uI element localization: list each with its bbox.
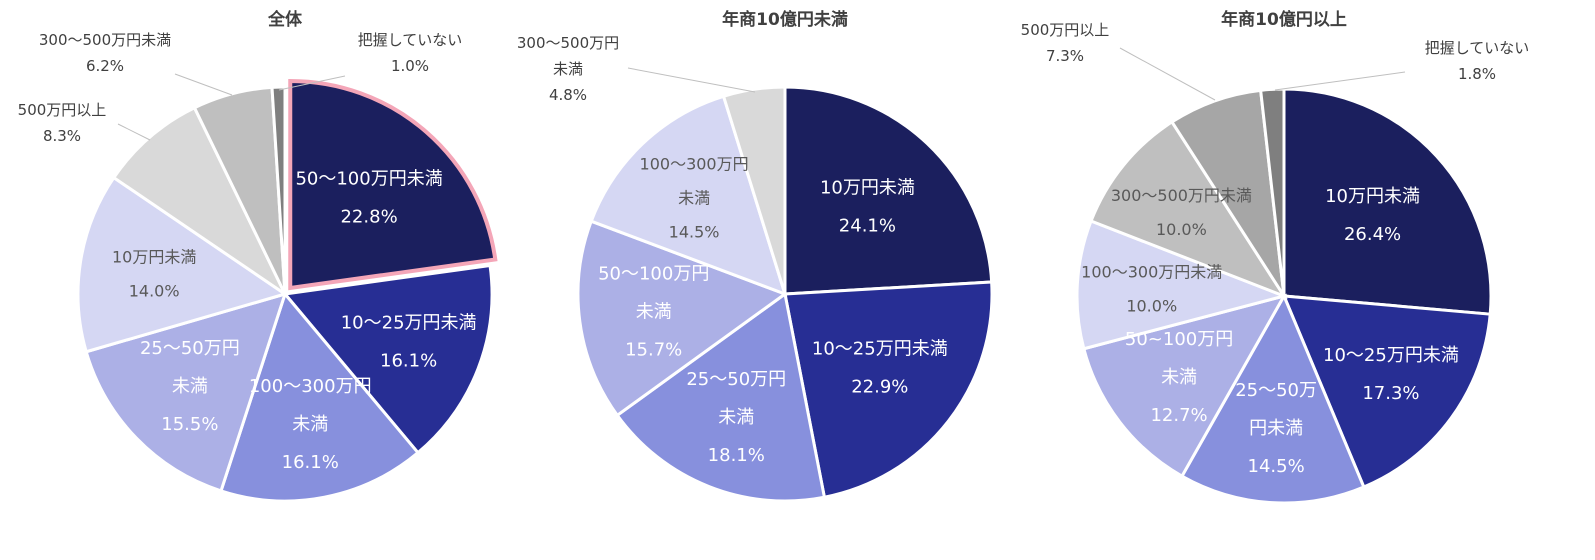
slice-category-label: 未満 [678, 189, 710, 208]
slice-category-label: 100～300万円 [640, 155, 749, 174]
slice-category-label: 把握していない [358, 31, 463, 49]
slice-percent-label: 8.3% [43, 127, 81, 145]
slice-category-label: 未満 [1161, 367, 1197, 388]
pie-slice [1281, 294, 1492, 489]
pie-slice [84, 291, 288, 493]
slice-percent-label: 6.2% [86, 57, 124, 75]
pie-slice [1081, 293, 1288, 479]
pie-slice [270, 85, 287, 295]
slice-category-label: 300～500万円 [517, 34, 619, 52]
slice-percent-label: 16.1% [380, 351, 437, 372]
slice-percent-label: 14.5% [1248, 456, 1305, 477]
pie-slice [1179, 292, 1366, 505]
slice-category-label: 10～25万円未満 [341, 313, 477, 334]
slice-category-label: 50～100万円 [598, 264, 709, 285]
slice-category-label: 把握していない [1425, 39, 1530, 57]
pie-slice [111, 105, 289, 299]
slice-category-label: 500万円以上 [1021, 21, 1110, 39]
pie-chart-over-1b: 年商10億円以上 10万円未満 26.4% 10～25万円未満 17.3% 25～50万… [1021, 9, 1530, 505]
leader-line [174, 73, 233, 96]
pie-slice [1075, 219, 1289, 351]
slice-percent-label: 1.8% [1458, 65, 1496, 83]
slice-category-label: 10万円未満 [112, 247, 196, 266]
leader-line [1274, 71, 1406, 91]
pie-slice [615, 291, 827, 503]
chart-title: 全体 [267, 9, 303, 30]
slice-percent-label: 4.8% [549, 86, 587, 104]
pie-slice [76, 175, 289, 354]
pie-slice [589, 94, 788, 297]
leader-line [627, 67, 756, 93]
slice-percent-label: 24.1% [839, 216, 896, 237]
slice-category-label: 未満 [636, 302, 672, 323]
slice-percent-label: 10.0% [1156, 220, 1207, 239]
pie-slice [1282, 87, 1493, 316]
slice-percent-label: 14.0% [129, 281, 180, 300]
slice-category-label: 50~100万円 [1125, 329, 1233, 350]
slice-category-label: 未満 [172, 376, 208, 397]
pie-slice [783, 85, 994, 296]
slice-percent-label: 16.1% [282, 452, 339, 473]
slice-category-label: 25～50万 [1235, 380, 1317, 401]
pie-slice [576, 219, 789, 418]
slice-percent-label: 14.5% [669, 223, 720, 242]
slice-category-label: 25～50万円 [686, 369, 786, 390]
slice-category-label: 300～500万円未満 [1111, 186, 1252, 205]
chart-title: 年商10億円以上 [1221, 9, 1347, 30]
slice-percent-label: 7.3% [1046, 47, 1084, 65]
slice-category-label: 50～100万円未満 [295, 168, 442, 189]
pie-slice [1089, 119, 1288, 300]
chart-title: 年商10億円未満 [722, 9, 848, 30]
slice-category-label: 25～50万円 [140, 338, 240, 359]
pie-slice [282, 263, 494, 455]
slice-percent-label: 22.9% [851, 377, 908, 398]
leader-line [117, 123, 151, 141]
pie-slice [288, 78, 498, 291]
slice-percent-label: 15.7% [625, 340, 682, 361]
pie-slice [721, 85, 787, 295]
slice-category-label: 未満 [718, 407, 754, 428]
slice-percent-label: 22.8% [340, 206, 397, 227]
slice-percent-label: 10.0% [1126, 297, 1177, 316]
slice-category-label: 10万円未満 [820, 178, 915, 199]
slice-percent-label: 1.0% [391, 57, 429, 75]
slice-category-label: 100～300万円 [249, 376, 372, 397]
slice-percent-label: 18.1% [708, 445, 765, 466]
pie-chart-overall: 全体 50～100万円未満 22.8% 10～25万円未満 16.1% 100～300万… [18, 9, 498, 503]
slice-category-label: 10万円未満 [1325, 186, 1420, 207]
slice-category-label: 10～25万円未満 [812, 339, 948, 360]
slice-percent-label: 12.7% [1150, 405, 1207, 426]
leader-line [278, 75, 346, 91]
slice-category-label: 円未満 [1249, 418, 1303, 439]
slice-percent-label: 15.5% [161, 414, 218, 435]
slice-category-label: 100～300万円未満 [1081, 263, 1222, 282]
pie-chart-under-1b: 年商10億円未満 10万円未満 24.1% 10～25万円未満 22.9% 25～50万… [517, 9, 994, 503]
slice-category-label: 500万円以上 [18, 101, 107, 119]
slice-category-label: 未満 [292, 414, 328, 435]
slice-percent-label: 26.4% [1344, 224, 1401, 245]
slice-category-label: 300～500万円未満 [39, 31, 171, 49]
slice-category-label: 10～25万円未満 [1323, 345, 1459, 366]
slice-percent-label: 17.3% [1362, 383, 1419, 404]
slice-category-label: 未満 [553, 60, 583, 78]
leader-line [1119, 47, 1216, 101]
pie-slice [783, 280, 994, 499]
pie-slice [219, 290, 421, 503]
